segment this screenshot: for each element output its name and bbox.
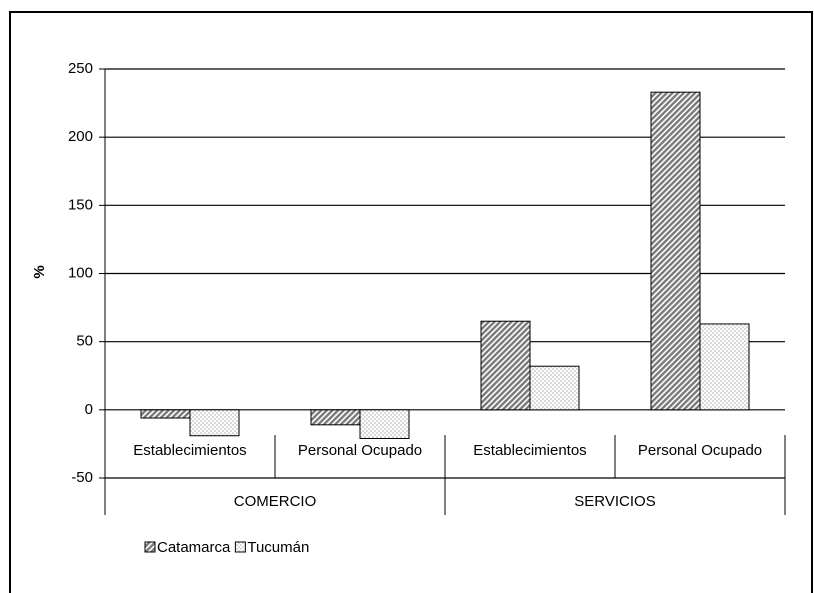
bar: [310, 409, 361, 426]
y-tick-label: 150: [68, 196, 93, 213]
y-tick-label: -50: [71, 469, 93, 486]
y-tick-label: 250: [68, 60, 93, 77]
bar: [480, 320, 531, 411]
y-axis-label: %: [31, 265, 48, 278]
x-tick-label: Personal Ocupado: [298, 442, 422, 459]
legend-swatch: [234, 541, 246, 553]
y-tick-label: 0: [85, 401, 93, 418]
group-label: SERVICIOS: [574, 493, 655, 510]
bar: [140, 409, 191, 419]
bar: [529, 365, 580, 411]
y-tick-label: 200: [68, 128, 93, 145]
bar: [189, 409, 240, 437]
legend-label: Tucumán: [247, 539, 309, 556]
y-tick-label: 50: [76, 333, 93, 350]
bar: [699, 323, 750, 411]
x-tick-label: Personal Ocupado: [638, 442, 762, 459]
group-label: COMERCIO: [234, 493, 317, 510]
chart-frame: [9, 11, 813, 593]
legend-label: Catamarca: [157, 539, 231, 556]
legend-swatch: [144, 541, 156, 553]
bar: [650, 91, 701, 411]
y-tick-label: 100: [68, 264, 93, 281]
x-tick-label: Establecimientos: [133, 442, 246, 459]
x-tick-label: Establecimientos: [473, 442, 586, 459]
bar: [359, 409, 410, 439]
